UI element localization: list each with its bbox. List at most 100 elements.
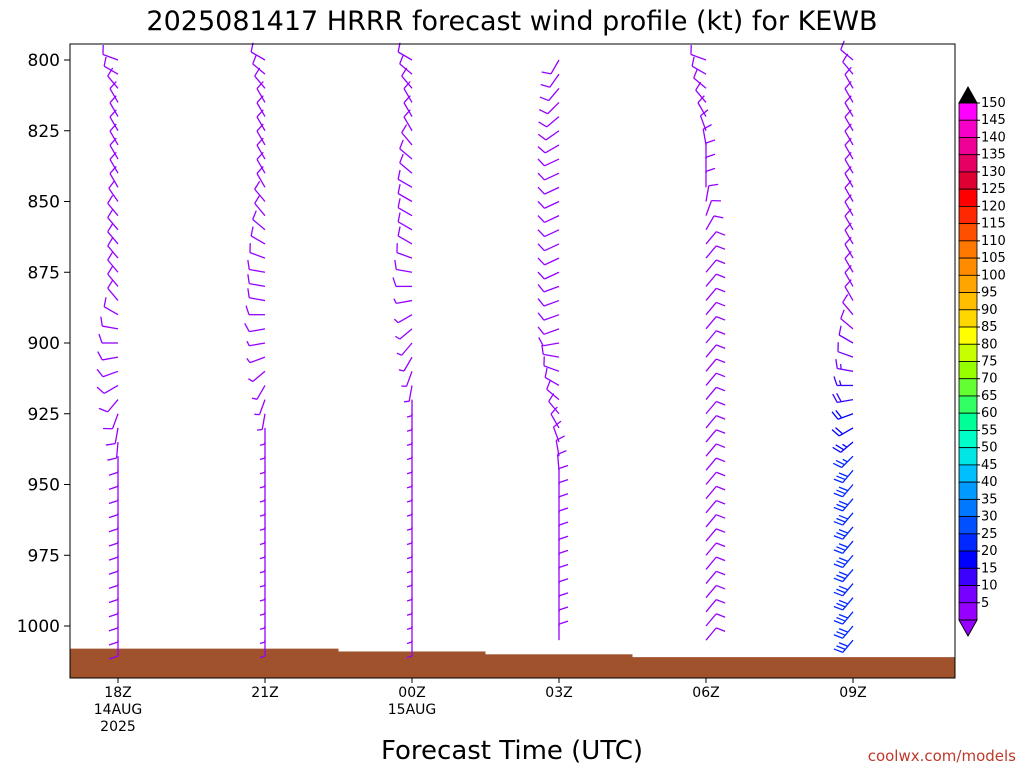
- colorbar-swatch: [958, 567, 978, 586]
- wind-barb: [705, 570, 726, 584]
- barb-full: [697, 95, 705, 104]
- barb-full: [831, 429, 840, 437]
- barb-staff: [403, 116, 413, 132]
- barb-staff: [252, 219, 266, 231]
- barb-full: [108, 584, 119, 590]
- wind-barb: [844, 180, 854, 202]
- barb-full: [833, 634, 843, 639]
- barb-full: [109, 151, 117, 160]
- colorbar-swatch: [958, 292, 978, 311]
- barb-full: [844, 66, 852, 75]
- wind-barb: [844, 123, 854, 146]
- barb-staff: [102, 53, 119, 61]
- barb-half: [406, 514, 413, 517]
- wind-barb: [254, 180, 266, 202]
- barb-full: [256, 137, 264, 146]
- wind-barb: [259, 427, 266, 447]
- barb-half: [406, 499, 413, 503]
- barb-staff: [705, 273, 717, 287]
- barb-full: [245, 305, 250, 315]
- barb-staff: [109, 173, 119, 188]
- y-tick-label: 875: [28, 263, 60, 283]
- barb-half: [406, 627, 413, 630]
- wind-barb: [248, 370, 266, 383]
- barb-half: [259, 598, 266, 602]
- barb-full: [716, 386, 726, 392]
- barb-staff: [702, 129, 707, 146]
- barb-full: [844, 137, 852, 146]
- barb-full: [836, 574, 846, 580]
- wind-barb: [406, 583, 413, 602]
- wind-barb: [401, 67, 413, 89]
- barb-full: [399, 54, 404, 65]
- colorbar-label: 150: [981, 96, 1006, 111]
- barb-staff: [544, 229, 560, 238]
- wind-barb: [250, 42, 266, 61]
- colorbar-swatch: [958, 585, 978, 604]
- barb-full: [250, 226, 254, 237]
- barb-staff: [405, 371, 413, 387]
- colorbar-label: 130: [981, 165, 1006, 180]
- barb-half: [842, 458, 848, 463]
- barb-full: [109, 95, 117, 104]
- wind-barb: [256, 123, 266, 146]
- colorbar-swatch: [958, 343, 978, 362]
- wind-barb: [406, 626, 413, 645]
- wind-barb: [537, 243, 560, 252]
- barb-full: [838, 585, 849, 591]
- colorbar-swatch: [958, 309, 978, 328]
- barb-full: [537, 271, 545, 280]
- wind-barb: [705, 584, 726, 599]
- barb-staff: [844, 88, 854, 103]
- barb-full: [716, 613, 726, 618]
- barb-full: [844, 95, 852, 104]
- barb-full: [836, 517, 846, 523]
- barb-staff: [102, 325, 119, 330]
- barb-full: [833, 520, 843, 526]
- barb-staff: [108, 188, 119, 202]
- barb-full: [702, 124, 712, 130]
- barb-full: [247, 288, 250, 298]
- wind-barb: [842, 294, 854, 316]
- wind-barb: [558, 620, 569, 641]
- wind-barb: [844, 109, 854, 132]
- wind-barb: [256, 151, 266, 174]
- colorbar-swatch: [958, 412, 978, 431]
- wind-barb: [108, 180, 119, 202]
- wind-barb: [540, 73, 560, 88]
- barb-full: [401, 67, 408, 77]
- wind-barb: [109, 95, 119, 117]
- barb-full: [716, 542, 726, 548]
- barb-full: [108, 499, 119, 505]
- barb-full: [833, 563, 843, 569]
- barb-half: [406, 584, 413, 588]
- wind-barb: [254, 67, 266, 89]
- barb-staff: [109, 116, 119, 132]
- colorbar-label: 60: [981, 406, 998, 421]
- barb-full: [836, 645, 846, 650]
- wind-barb: [705, 556, 726, 570]
- barb-staff: [256, 144, 266, 160]
- barb-full: [844, 109, 852, 118]
- barb-full: [716, 245, 726, 250]
- wind-barb: [398, 356, 413, 372]
- wind-barb: [705, 372, 726, 386]
- wind-barb: [396, 342, 413, 356]
- barb-full: [392, 277, 397, 287]
- barb-staff: [397, 221, 413, 231]
- barb-full: [537, 284, 545, 293]
- wind-barb: [833, 512, 854, 526]
- wind-barb: [108, 526, 119, 547]
- barb-full: [558, 507, 569, 512]
- wind-barb: [109, 81, 119, 103]
- wind-barb: [406, 484, 413, 503]
- barb-full: [103, 297, 107, 307]
- barb-full: [550, 406, 558, 415]
- wind-barb: [108, 456, 119, 476]
- barb-half: [406, 655, 413, 659]
- barb-staff: [107, 273, 119, 287]
- barb-full: [537, 326, 545, 335]
- barb-half: [406, 556, 413, 560]
- x-axis-title: Forecast Time (UTC): [381, 736, 643, 766]
